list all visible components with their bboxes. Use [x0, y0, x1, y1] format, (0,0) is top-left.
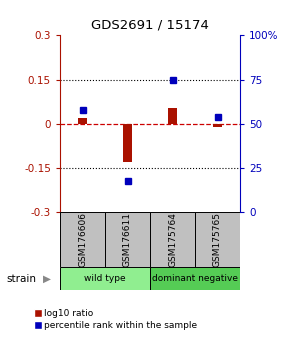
- Bar: [79, 118, 87, 124]
- Text: GSM175765: GSM175765: [213, 212, 222, 267]
- Bar: [105, 212, 150, 267]
- Bar: [124, 124, 131, 162]
- Text: GSM175764: GSM175764: [168, 212, 177, 267]
- Bar: [214, 124, 221, 127]
- Legend: log10 ratio, percentile rank within the sample: log10 ratio, percentile rank within the …: [34, 309, 198, 330]
- Text: dominant negative: dominant negative: [152, 274, 238, 283]
- Bar: [150, 267, 240, 290]
- Bar: [60, 212, 105, 267]
- Bar: [150, 212, 195, 267]
- Text: GSM176611: GSM176611: [123, 212, 132, 267]
- Bar: [195, 212, 240, 267]
- Text: GSM176606: GSM176606: [78, 212, 87, 267]
- Text: ▶: ▶: [43, 274, 50, 284]
- Text: wild type: wild type: [84, 274, 126, 283]
- Title: GDS2691 / 15174: GDS2691 / 15174: [91, 18, 209, 32]
- Bar: [60, 267, 150, 290]
- Text: strain: strain: [6, 274, 36, 284]
- Bar: [169, 108, 176, 124]
